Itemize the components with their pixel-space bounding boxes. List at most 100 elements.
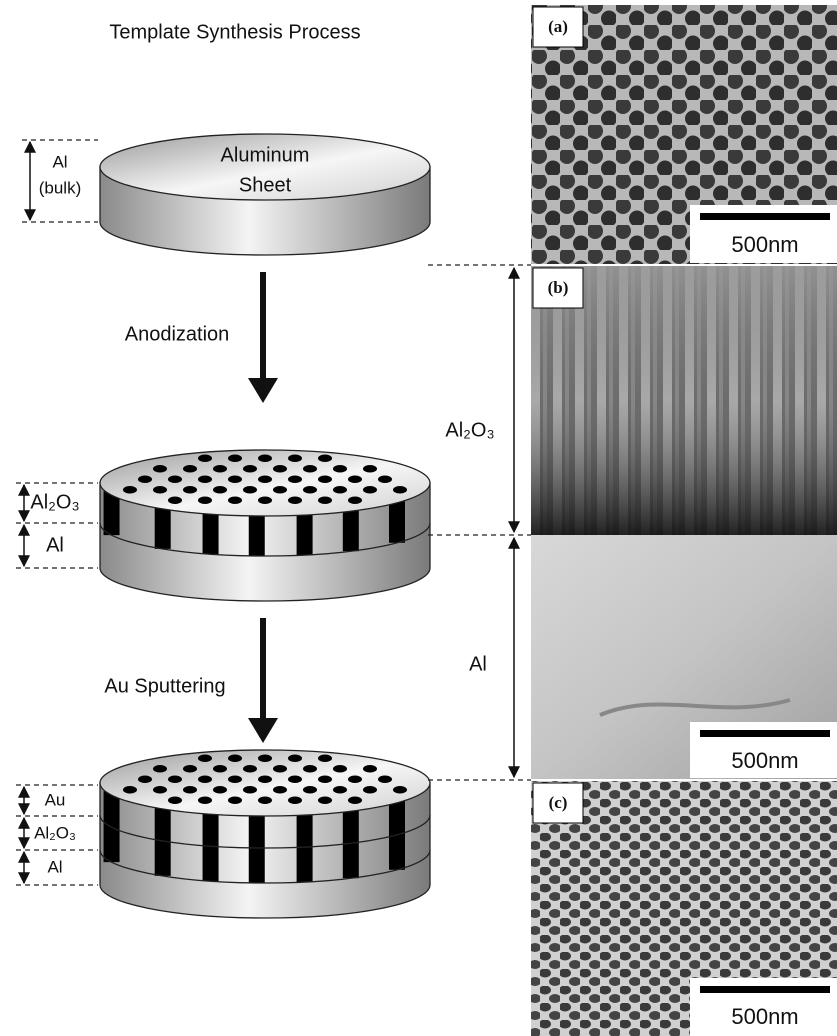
pore xyxy=(228,796,242,804)
pore xyxy=(303,786,317,794)
pore xyxy=(198,796,212,804)
pore xyxy=(348,775,362,783)
step-label: Au Sputtering xyxy=(104,675,225,697)
scale-bar-label: 500nm xyxy=(731,232,798,257)
pore xyxy=(378,775,392,783)
layer-label: Al₂O₃ xyxy=(34,823,76,842)
pore xyxy=(288,475,302,483)
pore xyxy=(198,454,212,462)
figure: Template Synthesis Process Aluminum Shee… xyxy=(0,0,837,1036)
layer-label: Al₂O₃ xyxy=(30,491,79,513)
pore xyxy=(183,465,197,473)
pore xyxy=(318,796,332,804)
pore xyxy=(363,765,377,773)
pore xyxy=(138,475,152,483)
pore xyxy=(318,775,332,783)
pore xyxy=(198,754,212,762)
pore-column xyxy=(297,511,313,555)
pore-column xyxy=(155,505,171,549)
pore xyxy=(273,786,287,794)
disks xyxy=(100,134,430,918)
pore-column xyxy=(343,507,359,551)
pore xyxy=(228,775,242,783)
pore xyxy=(258,796,272,804)
pore xyxy=(258,754,272,762)
pore-column xyxy=(249,512,265,556)
thickness-label: Al₂O₃ xyxy=(445,419,494,441)
pore xyxy=(168,796,182,804)
pore xyxy=(228,496,242,504)
pore xyxy=(123,486,137,494)
pore xyxy=(273,486,287,494)
pore xyxy=(123,786,137,794)
pore xyxy=(183,765,197,773)
pore-column xyxy=(203,510,219,554)
layer-label: Al xyxy=(46,534,64,556)
scale-bar-label: 500nm xyxy=(731,748,798,773)
layer-label: Al xyxy=(47,857,62,876)
scale-bar xyxy=(700,986,830,993)
pore xyxy=(363,486,377,494)
pore xyxy=(243,486,257,494)
pore xyxy=(183,786,197,794)
disk-label: Sheet xyxy=(239,174,292,196)
pore xyxy=(228,754,242,762)
step-arrow-head xyxy=(248,718,278,743)
pore xyxy=(363,465,377,473)
scale-bar xyxy=(700,730,830,737)
pore xyxy=(243,765,257,773)
pore xyxy=(213,786,227,794)
pore xyxy=(288,754,302,762)
pore xyxy=(333,465,347,473)
pore xyxy=(198,475,212,483)
panel-label: (b) xyxy=(548,278,569,297)
pore xyxy=(168,775,182,783)
pore xyxy=(303,465,317,473)
pore xyxy=(138,775,152,783)
pore xyxy=(393,786,407,794)
pore xyxy=(333,486,347,494)
panel-label: (a) xyxy=(548,17,568,36)
pore xyxy=(318,754,332,762)
pore xyxy=(318,475,332,483)
thickness-label: Al xyxy=(469,653,487,675)
pore xyxy=(288,454,302,462)
pore xyxy=(348,796,362,804)
scale-bar xyxy=(700,213,830,220)
pore xyxy=(333,786,347,794)
panel-label: (c) xyxy=(549,793,568,812)
pore xyxy=(303,486,317,494)
pore-column xyxy=(389,499,405,543)
disk-label: Aluminum xyxy=(221,144,310,166)
pore xyxy=(288,775,302,783)
pore xyxy=(303,765,317,773)
pore xyxy=(198,775,212,783)
pore xyxy=(213,465,227,473)
pore xyxy=(258,775,272,783)
pore xyxy=(213,765,227,773)
layer-label: (bulk) xyxy=(39,178,82,197)
pore xyxy=(378,475,392,483)
pore xyxy=(198,496,212,504)
pore xyxy=(168,496,182,504)
step-arrow-head xyxy=(248,378,278,403)
pore xyxy=(153,486,167,494)
pore xyxy=(213,486,227,494)
pore xyxy=(348,496,362,504)
pore xyxy=(153,765,167,773)
pore xyxy=(258,454,272,462)
pore xyxy=(318,496,332,504)
pore xyxy=(333,765,347,773)
pore xyxy=(243,786,257,794)
pore xyxy=(273,465,287,473)
pore xyxy=(363,786,377,794)
pore xyxy=(258,475,272,483)
layer-label: Al xyxy=(52,152,67,171)
pore xyxy=(153,786,167,794)
pore xyxy=(168,475,182,483)
pore xyxy=(288,796,302,804)
pore xyxy=(228,454,242,462)
layer-label: Au xyxy=(45,790,66,809)
pore xyxy=(258,496,272,504)
pore xyxy=(273,765,287,773)
